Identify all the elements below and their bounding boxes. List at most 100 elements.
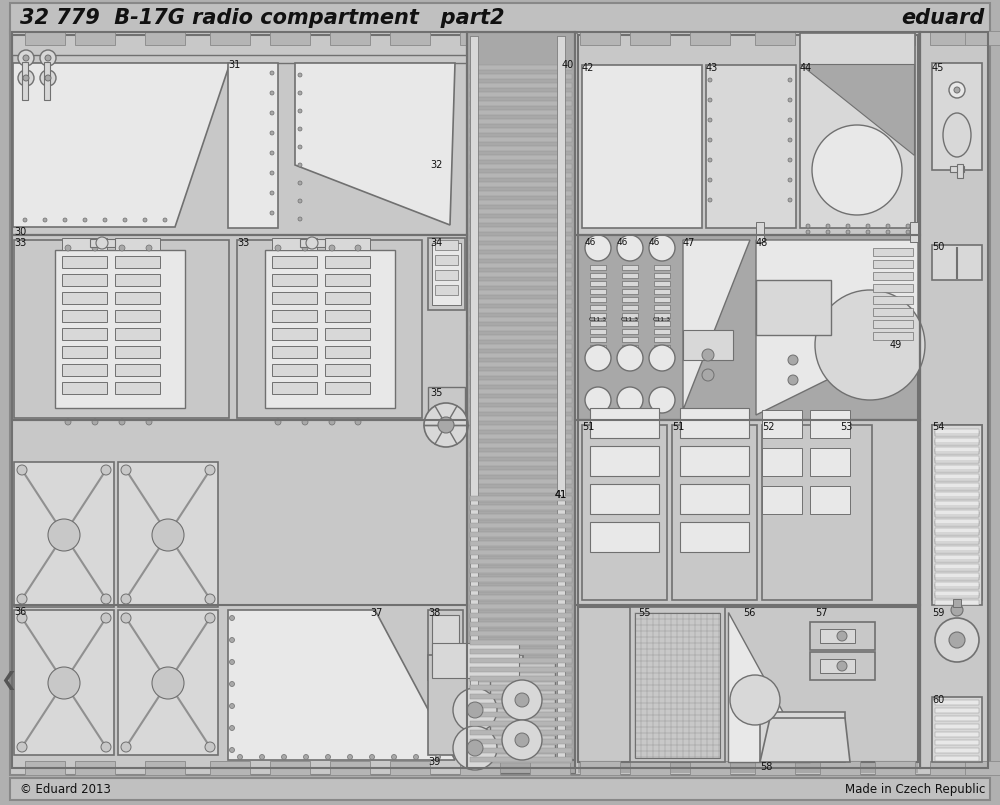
Circle shape [92, 419, 98, 425]
Bar [470, 551, 572, 556]
Bar [965, 31, 1000, 45]
Circle shape [298, 199, 302, 203]
Circle shape [846, 224, 850, 228]
Bar [272, 310, 317, 322]
Circle shape [121, 465, 131, 475]
Bar [470, 523, 572, 528]
Text: 59: 59 [932, 608, 944, 618]
Circle shape [649, 387, 675, 413]
Circle shape [40, 70, 56, 86]
Bar [470, 344, 572, 349]
Text: © Eduard 2013: © Eduard 2013 [20, 782, 111, 795]
Polygon shape [800, 64, 914, 155]
Bar [470, 92, 572, 97]
Circle shape [18, 70, 34, 86]
Bar [470, 668, 572, 673]
Circle shape [270, 91, 274, 95]
Bar [680, 446, 749, 476]
Bar [470, 550, 572, 555]
Bar [935, 724, 979, 729]
Circle shape [826, 230, 830, 234]
Circle shape [282, 754, 287, 759]
Bar [470, 649, 572, 654]
Circle shape [40, 50, 56, 66]
Bar [470, 218, 572, 223]
Bar [75, 761, 115, 775]
Circle shape [63, 218, 67, 222]
Bar [22, 62, 28, 100]
Bar [470, 739, 572, 744]
Text: 49: 49 [890, 340, 902, 350]
Bar [935, 573, 979, 578]
Bar [470, 137, 572, 142]
Bar [578, 235, 918, 420]
Bar [115, 346, 160, 358]
Polygon shape [728, 612, 810, 762]
Text: 51: 51 [582, 422, 594, 432]
Bar [935, 539, 979, 544]
Bar [470, 614, 572, 619]
Polygon shape [760, 718, 850, 762]
Bar [115, 274, 160, 286]
Bar [622, 345, 638, 350]
Bar [470, 515, 572, 520]
Bar [590, 265, 606, 270]
Bar [935, 740, 979, 745]
Text: Made in Czech Republic: Made in Czech Republic [845, 782, 985, 795]
Circle shape [453, 688, 497, 732]
Circle shape [304, 754, 308, 759]
Bar [470, 362, 572, 367]
Polygon shape [683, 240, 750, 410]
Circle shape [708, 118, 712, 122]
Circle shape [230, 725, 234, 730]
Circle shape [866, 224, 870, 228]
Bar [932, 425, 982, 600]
Bar [470, 524, 572, 529]
Circle shape [436, 754, 440, 759]
Bar [932, 245, 982, 280]
Text: 57: 57 [815, 608, 828, 618]
Bar [470, 667, 572, 672]
Bar [467, 33, 575, 773]
Bar [272, 328, 317, 340]
Bar [875, 31, 915, 45]
Polygon shape [13, 63, 230, 227]
Text: 41: 41 [555, 490, 567, 500]
Bar [935, 584, 979, 589]
Bar [470, 659, 572, 664]
Circle shape [65, 245, 71, 251]
Circle shape [788, 98, 792, 102]
Bar [470, 695, 572, 700]
Polygon shape [228, 610, 455, 760]
Bar [470, 514, 572, 519]
Bar [272, 346, 317, 358]
Circle shape [906, 230, 910, 234]
Bar [935, 474, 979, 479]
Bar [590, 522, 659, 552]
Bar [470, 281, 572, 286]
Bar [325, 274, 370, 286]
Bar [920, 33, 988, 773]
Bar [470, 623, 572, 628]
Text: C11.3: C11.3 [621, 317, 639, 323]
Bar [470, 416, 572, 421]
Bar [62, 238, 107, 250]
Bar [654, 321, 670, 326]
Bar [470, 568, 572, 573]
Bar [590, 297, 606, 302]
Circle shape [815, 290, 925, 400]
Circle shape [298, 181, 302, 185]
Text: 50: 50 [932, 242, 944, 252]
Bar [435, 240, 458, 250]
Bar [680, 484, 749, 514]
Bar [490, 660, 555, 760]
Text: 33: 33 [14, 238, 26, 248]
Bar [470, 398, 572, 403]
Bar [470, 389, 572, 394]
Bar [210, 31, 250, 45]
Text: 44: 44 [800, 63, 812, 73]
Circle shape [275, 245, 281, 251]
Bar [470, 730, 572, 735]
Bar [470, 631, 572, 636]
Bar [935, 564, 979, 569]
